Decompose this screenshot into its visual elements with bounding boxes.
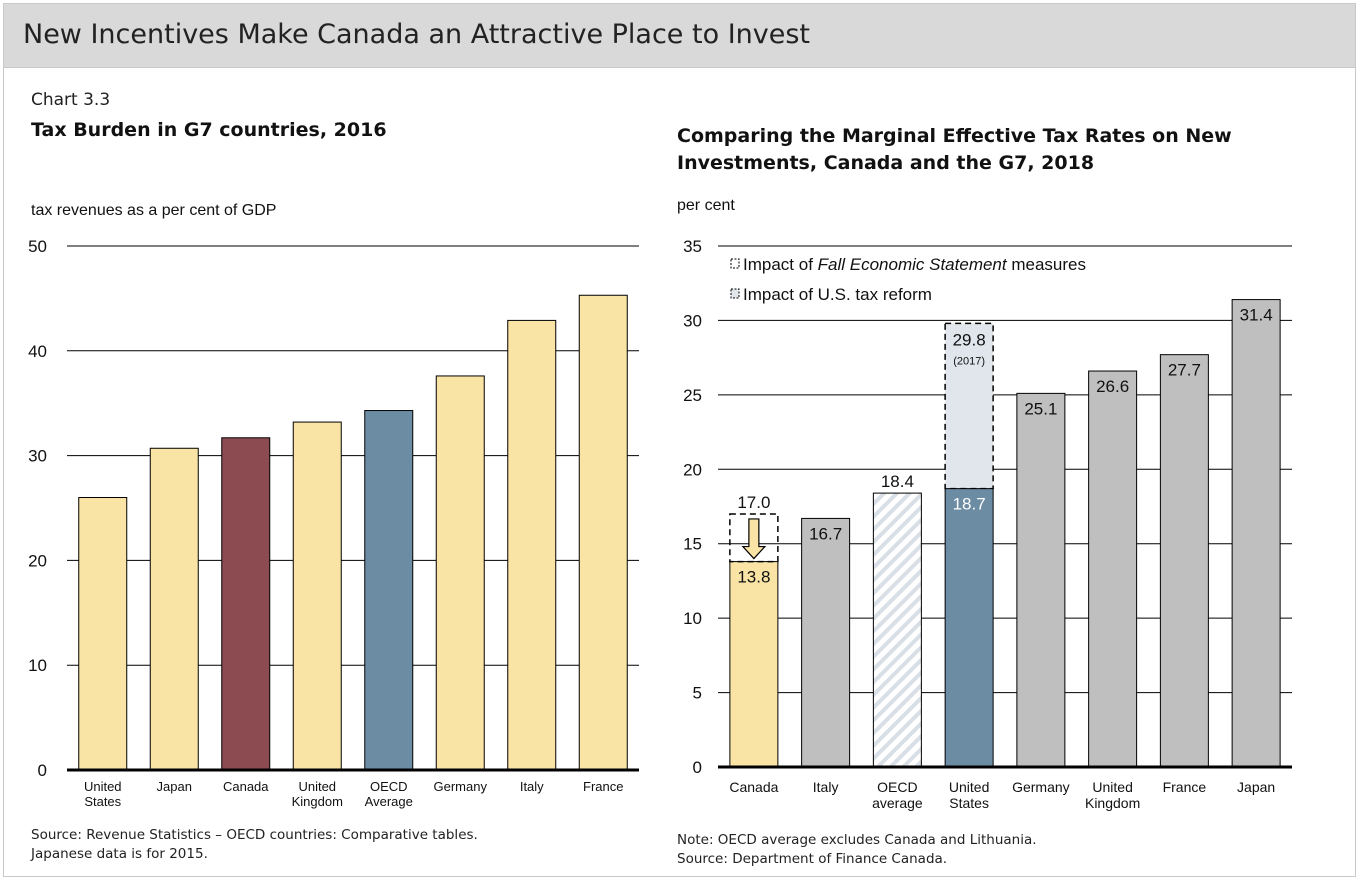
x-tick-label: States (84, 794, 121, 809)
x-tick-label: Italy (813, 779, 839, 795)
bar (221, 437, 271, 771)
us-reform-segment (944, 322, 994, 490)
fes-measures-segment (729, 513, 779, 563)
x-tick-label: States (949, 795, 989, 811)
x-tick-label: OECD (877, 779, 917, 795)
y-tick-label: 40 (28, 342, 47, 361)
y-tick-label: 10 (28, 656, 47, 675)
value-label: 18.4 (881, 472, 914, 491)
value-label: 31.4 (1240, 306, 1273, 325)
x-tick-label: United (949, 779, 989, 795)
x-tick-label: France (1163, 779, 1207, 795)
y-tick-label: 20 (28, 551, 47, 570)
x-tick-label: Japan (157, 779, 192, 794)
y-tick-label: 50 (28, 237, 47, 256)
bar (507, 319, 557, 771)
value-label: 26.6 (1096, 377, 1129, 396)
right-chart-legend: Impact of Fall Economic Statement measur… (730, 255, 1086, 304)
legend-label: Impact of U.S. tax reform (743, 285, 932, 304)
value-label: 16.7 (809, 524, 842, 543)
down-arrow (741, 518, 767, 560)
legend-swatch (730, 258, 740, 269)
bar (944, 488, 994, 768)
bar (78, 497, 128, 771)
x-tick-label: United (1092, 779, 1132, 795)
bar (578, 294, 628, 771)
before-year-label: (2017) (953, 355, 985, 367)
right-chart-source: Source: Department of Finance Canada. (677, 851, 948, 867)
bar (1159, 354, 1209, 768)
y-tick-label: 0 (38, 761, 47, 780)
before-value-label: 17.0 (737, 493, 770, 512)
y-tick-label: 15 (683, 535, 702, 554)
bar (801, 517, 851, 768)
x-tick-label: Germany (1012, 779, 1070, 795)
value-label: 27.7 (1168, 361, 1201, 380)
right-chart-note: Note: OECD average excludes Canada and L… (677, 832, 1037, 848)
value-label: 25.1 (1024, 399, 1057, 418)
bar (1088, 370, 1138, 768)
right-chart-title-line-2: Investments, Canada and the G7, 2018 (677, 152, 1095, 174)
y-tick-label: 30 (683, 311, 702, 330)
legend-label: Impact of Fall Economic Statement measur… (743, 255, 1086, 274)
y-tick-label: 35 (683, 237, 702, 256)
y-tick-label: 25 (683, 386, 702, 405)
x-tick-label: Germany (434, 779, 488, 794)
y-tick-label: 30 (28, 447, 47, 466)
right-chart-title-line-1: Comparing the Marginal Effective Tax Rat… (677, 125, 1232, 147)
header-bar: New Incentives Make Canada an Attractive… (4, 4, 1355, 68)
x-tick-label: OECD (370, 779, 408, 794)
bar (292, 421, 342, 771)
y-tick-label: 0 (693, 758, 702, 777)
bar (1231, 299, 1281, 768)
x-tick-label: Japan (1237, 779, 1275, 795)
x-tick-label: United (84, 779, 122, 794)
bar (729, 561, 779, 768)
left-chart-source-line-2: Japanese data is for 2015. (31, 846, 208, 862)
bar (872, 492, 922, 768)
x-tick-label: France (583, 779, 623, 794)
y-tick-label: 20 (683, 460, 702, 479)
left-chart-source-line-1: Source: Revenue Statistics – OECD countr… (31, 827, 478, 843)
x-tick-label: Canada (729, 779, 778, 795)
y-tick-label: 5 (693, 684, 702, 703)
bar (435, 375, 485, 771)
legend-swatch (730, 288, 740, 299)
x-tick-label: Kingdom (1085, 795, 1140, 811)
value-label: 18.7 (953, 495, 986, 514)
bar (364, 410, 414, 771)
left-chart-ylabel: tax revenues as a per cent of GDP (31, 202, 277, 219)
value-label: 13.8 (737, 568, 770, 587)
x-tick-label: Canada (223, 779, 269, 794)
x-tick-label: Italy (520, 779, 544, 794)
page-title: New Incentives Make Canada an Attractive… (23, 19, 811, 50)
left-chart-title: Tax Burden in G7 countries, 2016 (31, 119, 387, 141)
x-tick-label: Average (365, 794, 413, 809)
x-tick-label: Kingdom (292, 794, 343, 809)
before-value-label: 29.8 (953, 330, 986, 349)
x-tick-label: average (872, 795, 923, 811)
bar (149, 447, 199, 771)
right-chart-plot: 0 5 10 15 20 25 30 35 13.8 17.0 Canada 16.7 Italy 18.… (683, 237, 1292, 811)
x-tick-label: United (298, 779, 336, 794)
chart-number: Chart 3.3 (31, 90, 111, 110)
y-tick-label: 10 (683, 609, 702, 628)
right-chart-ylabel: per cent (677, 197, 735, 214)
bar (1016, 392, 1066, 768)
